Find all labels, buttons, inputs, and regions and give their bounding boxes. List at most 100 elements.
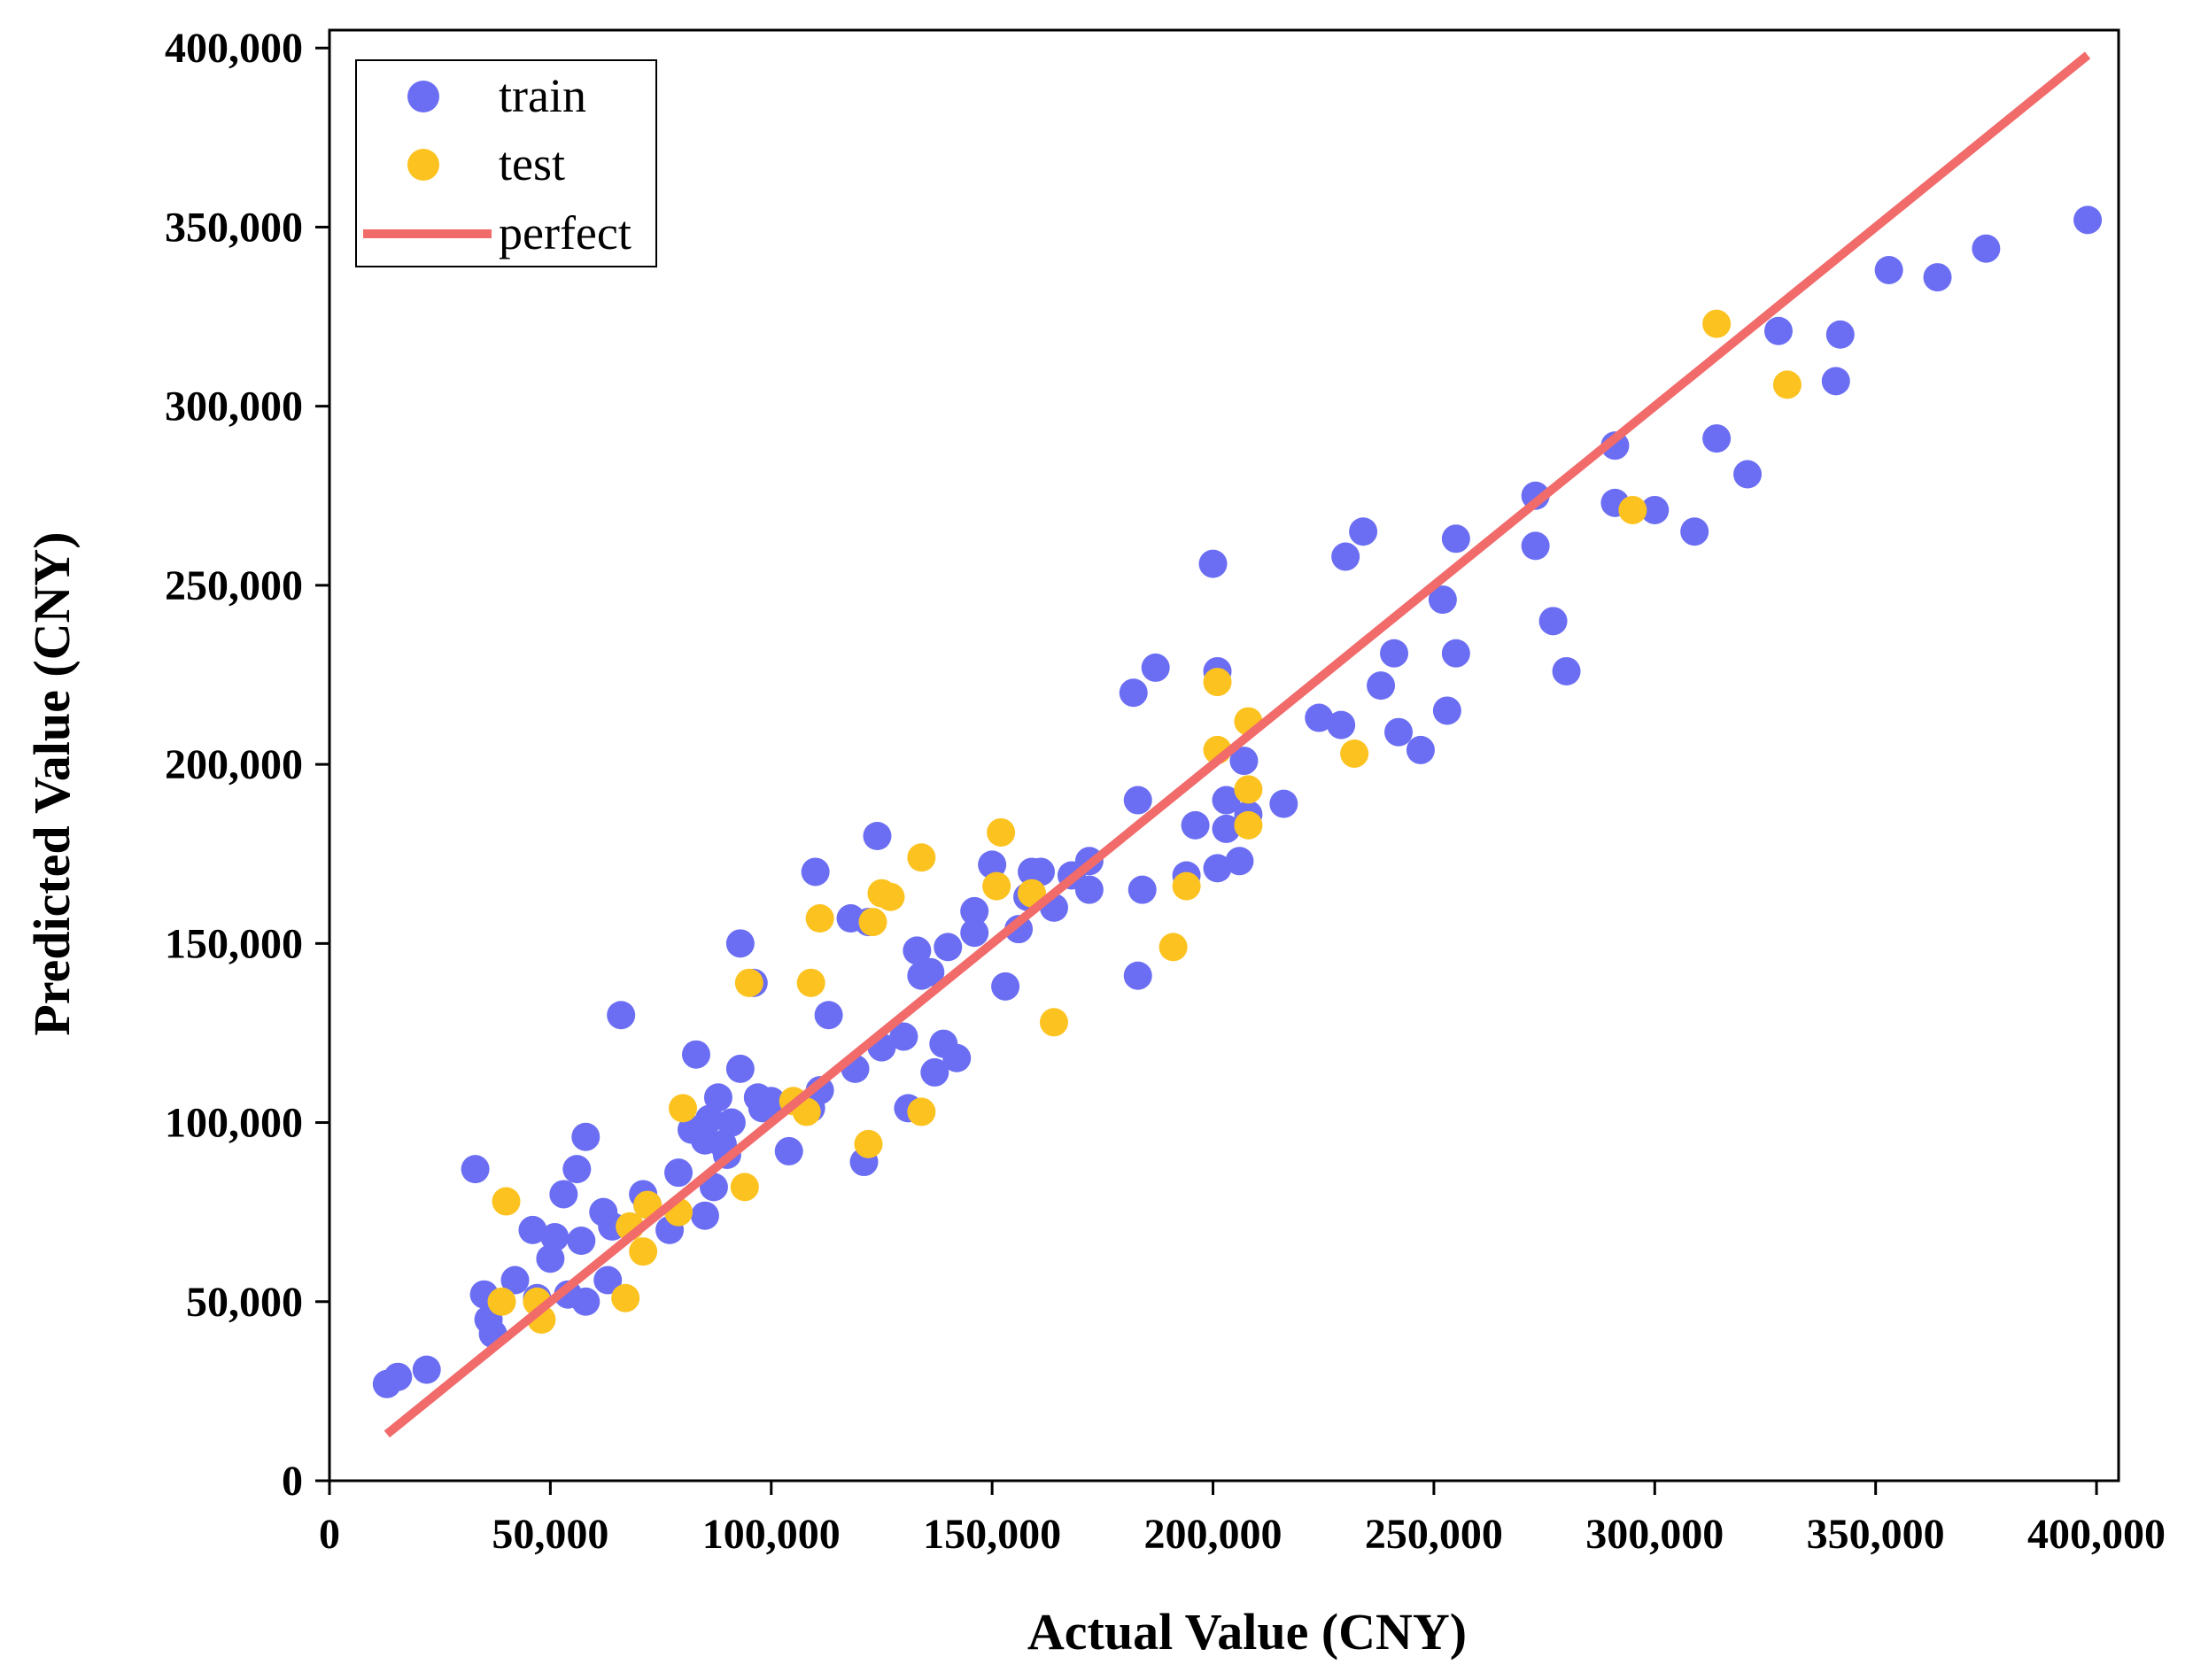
train-point-10: [536, 1244, 565, 1274]
x-tick-label: 400,000: [2027, 1511, 2166, 1558]
y-tick-label: 200,000: [165, 741, 303, 788]
train-point-12: [549, 1180, 578, 1209]
x-tick-label: 200,000: [1144, 1511, 1282, 1558]
legend-label-perfect: perfect: [499, 206, 632, 259]
train-point-65: [991, 972, 1020, 1001]
test-point-31: [1234, 775, 1263, 804]
test-point-36: [1772, 370, 1802, 399]
y-tick-label: 250,000: [165, 562, 303, 609]
train-point-42: [774, 1136, 803, 1165]
series-line-perfect: [384, 51, 2091, 1438]
x-tick-label: 350,000: [1807, 1511, 1945, 1558]
y-tick-label: 150,000: [165, 920, 303, 967]
train-point-110: [1702, 424, 1732, 453]
test-point-20: [907, 1097, 936, 1126]
train-point-117: [1972, 234, 2001, 263]
train-point-109: [1680, 517, 1709, 546]
train-point-37: [725, 929, 755, 958]
train-point-60: [934, 933, 963, 962]
train-point-30: [694, 1104, 724, 1134]
train-point-14: [562, 1155, 592, 1184]
test-point-23: [987, 817, 1016, 847]
train-point-57: [916, 957, 945, 987]
train-point-2: [412, 1355, 441, 1384]
train-point-111: [1733, 460, 1763, 489]
train-point-116: [1923, 263, 1952, 292]
train-point-112: [1763, 316, 1793, 345]
test-point-26: [1158, 933, 1188, 962]
y-tick-label: 400,000: [165, 25, 303, 72]
train-point-91: [1327, 710, 1356, 739]
plot-frame: [328, 28, 2120, 1483]
test-point-11: [734, 968, 763, 997]
test-point-15: [805, 904, 834, 933]
test-point-32: [1234, 810, 1263, 840]
test-point-22: [982, 871, 1011, 901]
train-point-62: [960, 896, 989, 925]
train-point-73: [1074, 875, 1104, 904]
train-point-93: [1349, 517, 1378, 546]
train-point-80: [1181, 810, 1210, 840]
axes-layer: 0 50,000 100,000 150,000 200,000 250,000 300,0…: [165, 25, 2166, 1558]
x-tick-label: 150,000: [923, 1511, 1061, 1558]
test-point-10: [730, 1173, 759, 1202]
test-point-9: [669, 1094, 698, 1123]
test-point-35: [1702, 309, 1732, 338]
train-point-83: [1203, 854, 1232, 883]
train-point-15: [567, 1227, 596, 1256]
train-point-21: [607, 1001, 636, 1030]
train-point-97: [1406, 735, 1435, 764]
train-point-53: [889, 1022, 918, 1051]
train-point-118: [2073, 205, 2103, 235]
train-point-41: [756, 1087, 786, 1116]
train-point-44: [801, 857, 830, 886]
train-point-114: [1825, 320, 1855, 349]
legend-marker-train: [407, 81, 439, 112]
train-point-108: [1640, 495, 1670, 524]
train-point-8: [518, 1215, 547, 1244]
train-point-25: [664, 1158, 694, 1188]
train-point-61: [942, 1043, 972, 1072]
train-point-113: [1821, 367, 1850, 396]
test-point-34: [1618, 495, 1647, 524]
train-point-64: [978, 850, 1007, 879]
y-tick-label: 300,000: [165, 383, 303, 430]
train-point-104: [1538, 607, 1568, 636]
train-point-99: [1432, 696, 1461, 725]
train-point-3: [461, 1155, 490, 1184]
train-point-35: [717, 1108, 746, 1137]
test-point-4: [611, 1283, 640, 1312]
train-point-28: [690, 1201, 719, 1230]
train-point-32: [703, 1083, 732, 1112]
test-point-6: [629, 1237, 658, 1266]
train-point-105: [1552, 656, 1581, 685]
legend-label-train: train: [499, 69, 586, 122]
train-point-69: [1027, 857, 1056, 886]
train-point-87: [1229, 747, 1259, 776]
x-tick-label: 250,000: [1365, 1511, 1503, 1558]
train-point-100: [1441, 524, 1470, 554]
test-point-17: [858, 908, 887, 937]
train-point-55: [903, 936, 932, 965]
test-point-16: [854, 1129, 883, 1158]
legend-marker-test: [407, 149, 439, 181]
train-point-85: [1212, 814, 1241, 843]
train-point-89: [1269, 789, 1298, 818]
train-point-94: [1367, 671, 1396, 701]
x-tick-label: 50,000: [492, 1511, 608, 1558]
train-point-90: [1305, 703, 1334, 732]
plot-layer: [372, 51, 2103, 1438]
train-point-74: [1119, 678, 1148, 708]
x-tick-label: 300,000: [1585, 1511, 1724, 1558]
train-point-76: [1123, 961, 1152, 990]
test-point-1: [492, 1187, 521, 1216]
legend: train test perfect: [355, 59, 657, 267]
train-point-7: [500, 1266, 530, 1295]
test-point-25: [1039, 1008, 1068, 1037]
train-point-27: [681, 1040, 710, 1069]
x-axis-title: Actual Value (CNY): [1027, 1603, 1467, 1661]
y-tick-label: 100,000: [165, 1100, 303, 1147]
train-point-115: [1874, 255, 1903, 284]
train-point-46: [814, 1001, 843, 1030]
